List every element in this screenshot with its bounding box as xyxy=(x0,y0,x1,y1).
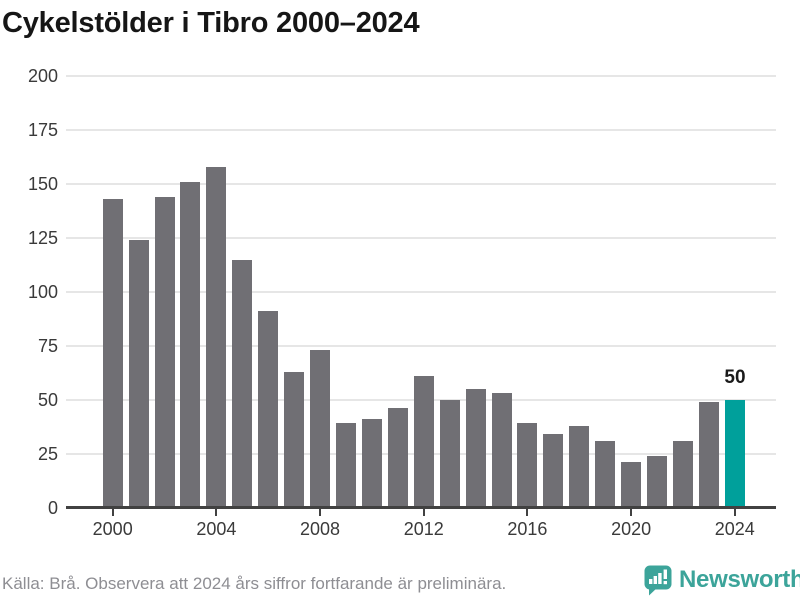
x-tick-2024 xyxy=(733,508,736,516)
y-axis-label-50: 50 xyxy=(37,389,58,410)
bar-2002 xyxy=(154,197,175,508)
bar-2017 xyxy=(543,434,564,508)
bar-2018 xyxy=(569,425,590,508)
brand-name: Newsworthy xyxy=(679,566,800,593)
gridline-175 xyxy=(66,129,776,132)
x-tick-2008 xyxy=(319,508,322,516)
y-axis-label-150: 150 xyxy=(27,174,58,195)
bar-2016 xyxy=(517,423,538,508)
gridline-75 xyxy=(66,344,776,347)
bar-2023 xyxy=(698,401,719,508)
gridline-150 xyxy=(66,183,776,186)
bar-2009 xyxy=(335,423,356,508)
x-tick-2020 xyxy=(630,508,633,516)
x-axis-label-2020: 2020 xyxy=(611,519,652,539)
bar-2005 xyxy=(232,259,253,508)
bar-2006 xyxy=(258,311,279,508)
bar-2012 xyxy=(413,376,434,508)
x-axis-label-2000: 2000 xyxy=(92,519,133,539)
bar-2020 xyxy=(621,462,642,508)
bar-2001 xyxy=(128,240,149,508)
bar-chart-speech-bubble-icon xyxy=(644,565,672,596)
bar-2013 xyxy=(439,399,460,508)
x-tick-2000 xyxy=(111,508,114,516)
x-axis-label-2008: 2008 xyxy=(300,519,341,539)
y-axis-label-100: 100 xyxy=(27,281,58,302)
x-axis-label-2012: 2012 xyxy=(403,519,444,539)
bar-2007 xyxy=(284,371,305,508)
bar-2003 xyxy=(180,182,201,508)
x-tick-2012 xyxy=(422,508,425,516)
chart-title: Cykelstölder i Tibro 2000–2024 xyxy=(2,7,420,39)
y-axis-label-125: 125 xyxy=(27,228,58,249)
x-axis-label-2004: 2004 xyxy=(196,519,237,539)
bar-2004 xyxy=(206,166,227,508)
x-axis-label-2024: 2024 xyxy=(714,519,755,539)
y-axis-label-200: 200 xyxy=(27,66,58,87)
x-tick-2004 xyxy=(215,508,218,516)
x-tick-2016 xyxy=(526,508,529,516)
bar-2010 xyxy=(361,419,382,508)
bar-2008 xyxy=(310,350,331,508)
gridline-200 xyxy=(66,75,776,78)
gridline-125 xyxy=(66,237,776,240)
y-axis-label-175: 175 xyxy=(27,120,58,141)
bar-2011 xyxy=(387,408,408,508)
bar-2024 xyxy=(724,399,745,508)
y-axis-label-0: 0 xyxy=(47,497,58,518)
y-axis-label-25: 25 xyxy=(37,443,58,464)
y-axis-label-75: 75 xyxy=(37,335,58,356)
x-axis-line xyxy=(66,505,776,509)
x-axis-label-2016: 2016 xyxy=(507,519,548,539)
bar-2022 xyxy=(672,440,693,508)
bar-2014 xyxy=(465,388,486,508)
bar-2015 xyxy=(491,393,512,508)
bar-2021 xyxy=(647,455,668,508)
newsworthy-logo: Newsworthy xyxy=(644,563,800,597)
gridline-100 xyxy=(66,290,776,293)
highlight-value-label: 50 xyxy=(724,367,746,388)
bar-2000 xyxy=(102,199,123,508)
bar-2019 xyxy=(595,440,616,508)
source-note: Källa: Brå. Observera att 2024 års siffr… xyxy=(2,574,507,593)
